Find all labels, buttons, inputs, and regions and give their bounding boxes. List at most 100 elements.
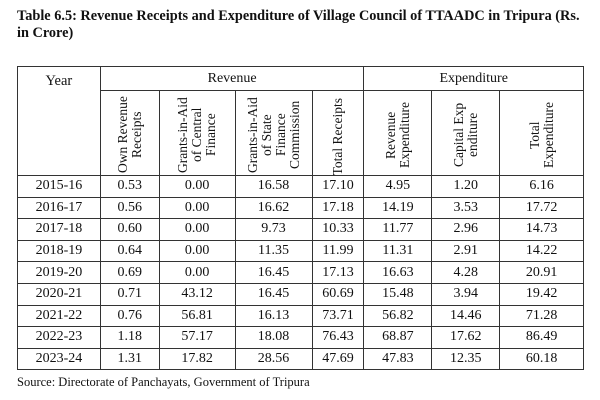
column-header: Own Revenue Receipts bbox=[99, 90, 160, 176]
value-cell: 11.35 bbox=[234, 239, 313, 263]
value-cell: 3.94 bbox=[431, 282, 501, 306]
value-cell: 10.33 bbox=[311, 218, 365, 241]
value-cell: 14.22 bbox=[499, 239, 584, 263]
value-cell: 11.99 bbox=[311, 239, 365, 263]
value-cell: 0.00 bbox=[158, 175, 236, 198]
value-cell: 57.17 bbox=[158, 326, 236, 349]
column-header: Revenue Expenditure bbox=[363, 90, 433, 176]
value-cell: 2.96 bbox=[431, 218, 501, 241]
value-cell: 43.12 bbox=[158, 282, 236, 306]
value-cell: 12.35 bbox=[431, 347, 501, 371]
column-header: Total Expenditure bbox=[499, 90, 584, 176]
value-cell: 4.95 bbox=[363, 175, 433, 198]
value-cell: 14.46 bbox=[431, 304, 501, 328]
column-header-label: Capital Exp enditure bbox=[450, 102, 480, 168]
value-cell: 71.28 bbox=[499, 304, 584, 328]
value-cell: 14.73 bbox=[499, 218, 584, 241]
year-cell: 2021-22 bbox=[17, 304, 101, 328]
source-note: Source: Directorate of Panchayats, Gover… bbox=[17, 375, 310, 389]
value-cell: 17.82 bbox=[158, 347, 236, 371]
year-cell: 2018-19 bbox=[17, 239, 101, 263]
header-expenditure: Expenditure bbox=[363, 66, 584, 91]
value-cell: 14.19 bbox=[363, 196, 433, 220]
value-cell: 47.83 bbox=[363, 347, 433, 371]
column-header-label: Own Revenue Receipts bbox=[114, 96, 144, 174]
table-row: 2016-17 0.56 0.00 16.62 17.18 14.19 3.53 17.72 bbox=[17, 196, 584, 220]
header-revenue: Revenue bbox=[99, 66, 365, 91]
year-cell: 2023-24 bbox=[17, 347, 101, 371]
table-row: 2022-23 1.18 57.17 18.08 76.43 68.87 17.62 86.4… bbox=[17, 326, 584, 349]
year-cell: 2016-17 bbox=[17, 196, 101, 220]
value-cell: 1.18 bbox=[99, 326, 160, 349]
value-cell: 19.42 bbox=[499, 282, 584, 306]
value-cell: 17.13 bbox=[311, 261, 365, 284]
value-cell: 6.16 bbox=[499, 175, 584, 198]
year-cell: 2022-23 bbox=[17, 326, 101, 349]
column-header: Grants-in-Aid of State Finance Commissio… bbox=[234, 90, 313, 176]
value-cell: 17.10 bbox=[311, 175, 365, 198]
value-cell: 0.71 bbox=[99, 282, 160, 306]
value-cell: 4.28 bbox=[431, 261, 501, 284]
value-cell: 47.69 bbox=[311, 347, 365, 371]
table-row: 2020-21 0.71 43.12 16.45 60.69 15.48 3.94 19.42 bbox=[17, 282, 584, 306]
value-cell: 3.53 bbox=[431, 196, 501, 220]
value-cell: 86.49 bbox=[499, 326, 584, 349]
value-cell: 1.31 bbox=[99, 347, 160, 371]
value-cell: 73.71 bbox=[311, 304, 365, 328]
value-cell: 15.48 bbox=[363, 282, 433, 306]
value-cell: 16.45 bbox=[234, 261, 313, 284]
table-row: 2017-18 0.60 0.00 9.73 10.33 11.77 2.96 14.73 bbox=[17, 218, 584, 241]
table-row: 2023-24 1.31 17.82 28.56 47.69 47.83 12.35 60.1… bbox=[17, 347, 584, 371]
table-row: 2018-19 0.64 0.00 11.35 11.99 11.31 2.91 14.22 bbox=[17, 239, 584, 263]
column-header: Capital Exp enditure bbox=[431, 90, 501, 176]
value-cell: 0.00 bbox=[158, 261, 236, 284]
value-cell: 17.62 bbox=[431, 326, 501, 349]
value-cell: 17.18 bbox=[311, 196, 365, 220]
value-cell: 11.77 bbox=[363, 218, 433, 241]
data-table: Year Revenue Expenditure Own Revenue Rec… bbox=[17, 66, 584, 371]
value-cell: 0.53 bbox=[99, 175, 160, 198]
value-cell: 16.63 bbox=[363, 261, 433, 284]
value-cell: 16.62 bbox=[234, 196, 313, 220]
value-cell: 16.58 bbox=[234, 175, 313, 198]
value-cell: 0.76 bbox=[99, 304, 160, 328]
value-cell: 20.91 bbox=[499, 261, 584, 284]
table-row: 2021-22 0.76 56.81 16.13 73.71 56.82 14.46 71.2… bbox=[17, 304, 584, 328]
column-header-label: Grants-in-Aid of Central Finance bbox=[175, 97, 219, 173]
value-cell: 56.82 bbox=[363, 304, 433, 328]
year-cell: 2015-16 bbox=[17, 175, 101, 198]
table-title: Table 6.5: Revenue Receipts and Expendit… bbox=[17, 8, 580, 41]
value-cell: 56.81 bbox=[158, 304, 236, 328]
column-header-label: Total Receipts bbox=[329, 97, 345, 175]
value-cell: 60.69 bbox=[311, 282, 365, 306]
value-cell: 1.20 bbox=[431, 175, 501, 198]
value-cell: 0.00 bbox=[158, 196, 236, 220]
value-cell: 0.69 bbox=[99, 261, 160, 284]
value-cell: 0.00 bbox=[158, 239, 236, 263]
value-cell: 0.64 bbox=[99, 239, 160, 263]
year-cell: 2017-18 bbox=[17, 218, 101, 241]
value-cell: 2.91 bbox=[431, 239, 501, 263]
table-row: 2019-20 0.69 0.00 16.45 17.13 16.63 4.28 20.91 bbox=[17, 261, 584, 284]
value-cell: 76.43 bbox=[311, 326, 365, 349]
value-cell: 0.60 bbox=[99, 218, 160, 241]
column-header: Grants-in-Aid of Central Finance bbox=[158, 90, 236, 176]
value-cell: 0.56 bbox=[99, 196, 160, 220]
column-header: Total Receipts bbox=[311, 90, 365, 176]
column-header-label: Revenue Expenditure bbox=[382, 102, 412, 168]
value-cell: 28.56 bbox=[234, 347, 313, 371]
column-header-label: Total Expenditure bbox=[526, 102, 556, 168]
value-cell: 0.00 bbox=[158, 218, 236, 241]
column-header-label: Grants-in-Aid of State Finance Commissio… bbox=[244, 97, 302, 173]
header-year: Year bbox=[17, 66, 101, 176]
year-cell: 2019-20 bbox=[17, 261, 101, 284]
value-cell: 9.73 bbox=[234, 218, 313, 241]
table-row: 2015-16 0.53 0.00 16.58 17.10 4.95 1.20 6.16 bbox=[17, 175, 584, 198]
value-cell: 68.87 bbox=[363, 326, 433, 349]
year-cell: 2020-21 bbox=[17, 282, 101, 306]
value-cell: 17.72 bbox=[499, 196, 584, 220]
value-cell: 16.45 bbox=[234, 282, 313, 306]
value-cell: 60.18 bbox=[499, 347, 584, 371]
value-cell: 11.31 bbox=[363, 239, 433, 263]
value-cell: 18.08 bbox=[234, 326, 313, 349]
